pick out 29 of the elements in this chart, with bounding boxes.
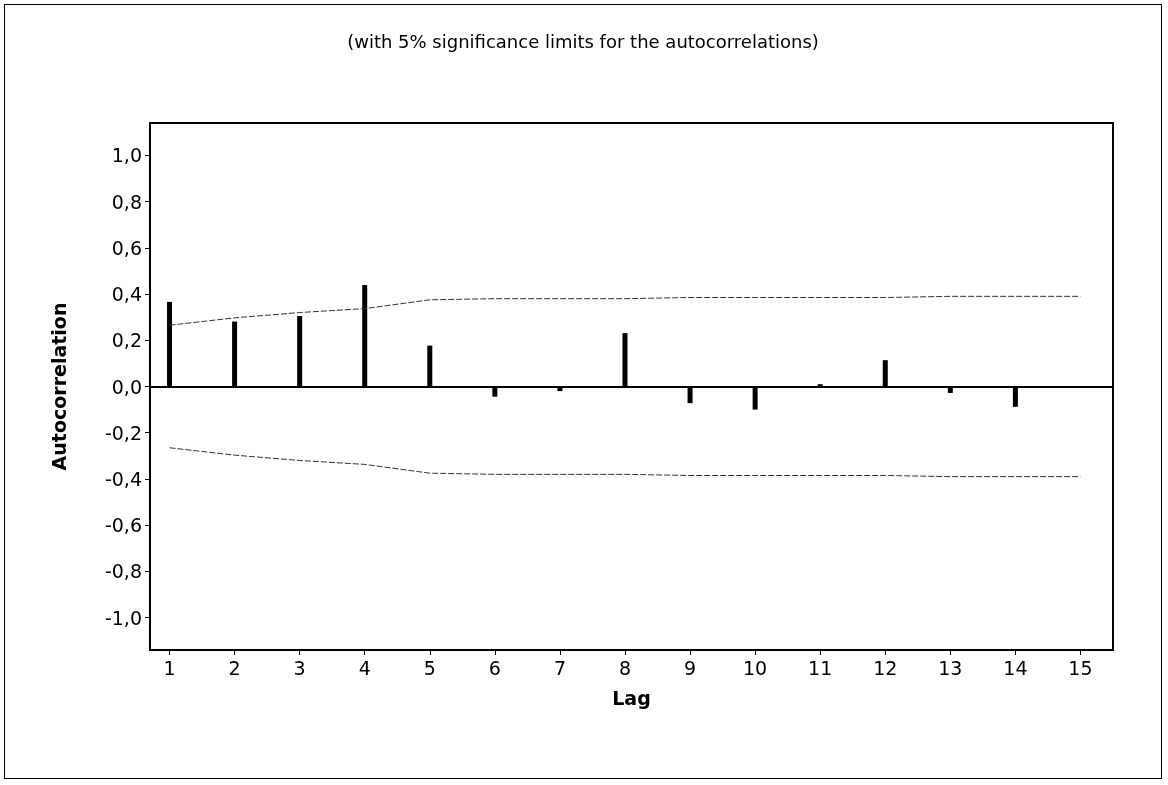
y-tick-label: 0,4 xyxy=(111,283,142,306)
y-tick-label: 0,8 xyxy=(111,190,142,213)
x-tick-label: 14 xyxy=(1003,656,1028,679)
y-tick-label: 0,0 xyxy=(111,375,142,398)
chart-title: (with 5% significance limits for the autocorrelations) xyxy=(347,30,819,52)
x-tick-label: 13 xyxy=(938,656,963,679)
y-tick-label: -0,8 xyxy=(104,560,142,583)
x-tick-label: 6 xyxy=(488,656,501,679)
x-tick-label: 7 xyxy=(553,656,566,679)
x-tick-label: 1 xyxy=(163,656,176,679)
y-tick-label: -0,2 xyxy=(104,421,142,444)
y-tick-label: 0,2 xyxy=(111,329,142,352)
y-tick-label: 0,6 xyxy=(111,236,142,259)
x-axis-title: Lag xyxy=(612,686,651,709)
x-tick-label: 5 xyxy=(423,656,436,679)
x-tick-label: 11 xyxy=(808,656,833,679)
x-tick-label: 4 xyxy=(358,656,371,679)
y-tick-label: 1,0 xyxy=(111,144,142,167)
y-tick-label: -0,4 xyxy=(104,467,142,490)
x-tick-label: 15 xyxy=(1068,656,1093,679)
x-tick-label: 12 xyxy=(873,656,898,679)
y-tick-label: -1,0 xyxy=(104,606,142,629)
x-tick-label: 8 xyxy=(618,656,632,679)
x-tick-label: 3 xyxy=(293,656,306,679)
y-axis-title: Autocorrelation xyxy=(47,302,70,471)
y-tick-label: -0,6 xyxy=(104,514,142,537)
x-tick-label: 9 xyxy=(684,656,697,679)
x-tick-label: 10 xyxy=(743,656,768,679)
x-tick-label: 2 xyxy=(228,656,241,679)
